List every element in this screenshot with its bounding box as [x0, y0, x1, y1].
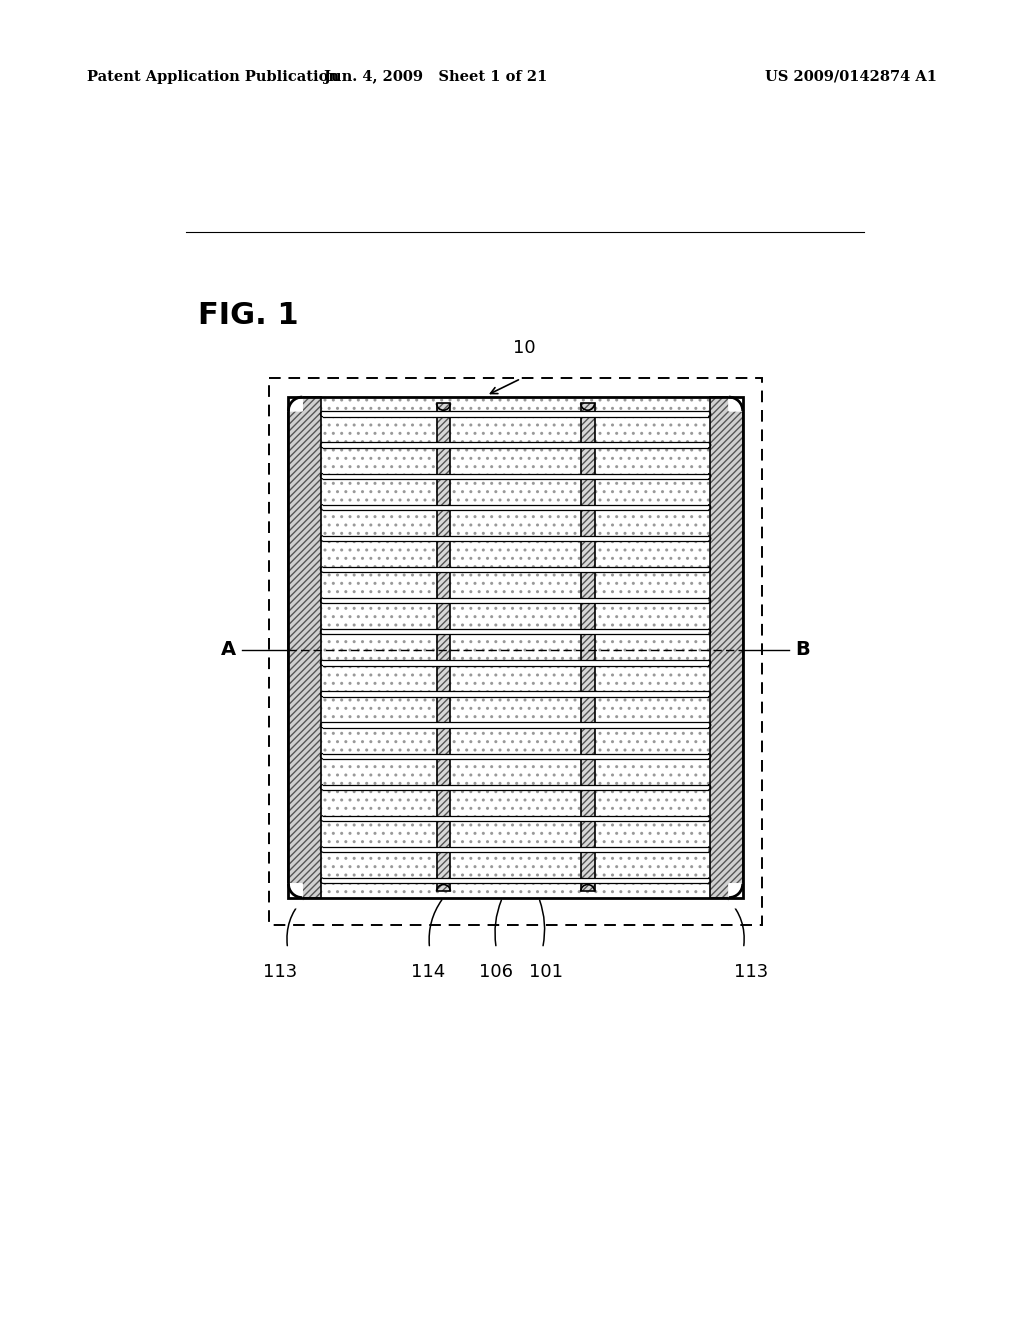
Text: 10: 10 — [513, 339, 537, 358]
Bar — [436, 404, 451, 891]
Text: US 2009/0142874 A1: US 2009/0142874 A1 — [765, 70, 937, 83]
Bar — [323, 442, 708, 447]
Bar — [581, 404, 595, 891]
Bar — [323, 816, 708, 821]
Bar — [323, 878, 708, 883]
Bar — [289, 397, 321, 898]
Bar — [581, 404, 595, 891]
Text: 101: 101 — [529, 964, 563, 981]
Wedge shape — [729, 385, 754, 411]
Text: 114: 114 — [411, 964, 445, 981]
Bar — [323, 754, 708, 759]
Bar — [323, 784, 708, 791]
Bar — [289, 397, 742, 898]
Bar — [436, 404, 451, 891]
Bar — [289, 397, 321, 898]
Bar — [323, 412, 708, 417]
Text: 106: 106 — [479, 964, 513, 981]
Text: Jun. 4, 2009   Sheet 1 of 21: Jun. 4, 2009 Sheet 1 of 21 — [324, 70, 547, 83]
Bar — [323, 630, 708, 635]
Bar — [289, 397, 742, 898]
Text: FIG. 1: FIG. 1 — [199, 301, 299, 330]
Bar — [289, 397, 742, 898]
Wedge shape — [278, 385, 302, 411]
Bar — [323, 598, 708, 603]
Bar — [323, 474, 708, 479]
Wedge shape — [278, 884, 302, 908]
Bar — [711, 397, 742, 898]
Bar — [581, 404, 595, 891]
Bar — [711, 397, 742, 898]
Text: 113: 113 — [263, 964, 297, 981]
Bar — [323, 692, 708, 697]
Bar — [323, 847, 708, 853]
Bar — [436, 404, 451, 891]
Text: B: B — [795, 640, 810, 660]
Bar — [269, 378, 762, 924]
Bar — [323, 566, 708, 573]
Text: 113: 113 — [734, 964, 768, 981]
Bar — [323, 660, 708, 665]
Bar — [289, 397, 321, 898]
Wedge shape — [729, 884, 754, 908]
Bar — [323, 504, 708, 510]
Text: A: A — [221, 640, 237, 660]
Bar — [711, 397, 742, 898]
Bar — [323, 722, 708, 727]
Bar — [323, 536, 708, 541]
Text: Patent Application Publication: Patent Application Publication — [87, 70, 339, 83]
